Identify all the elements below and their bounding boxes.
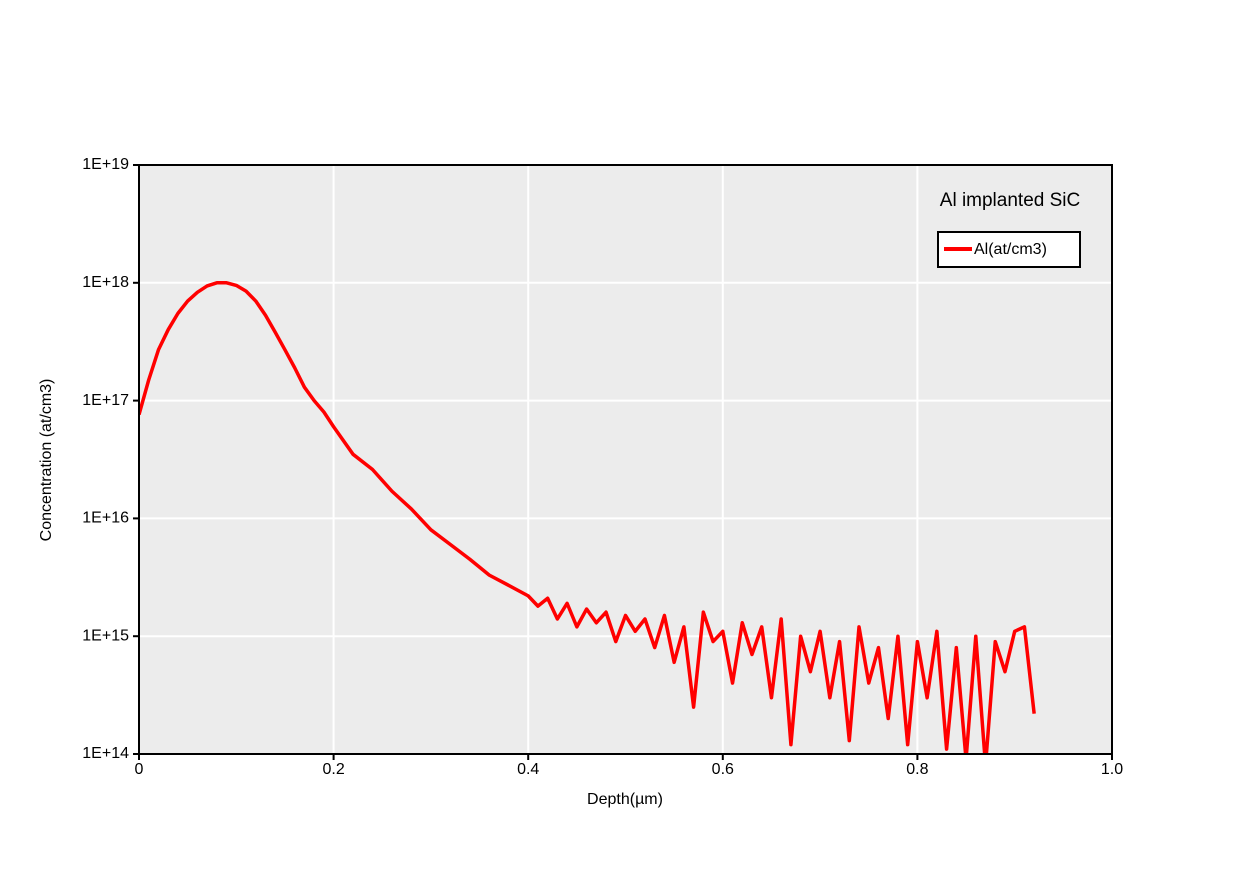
y-tick-label: 1E+15 [82, 627, 129, 644]
x-axis-label: Depth(µm) [587, 791, 663, 808]
x-tick-label: 0.2 [322, 761, 344, 778]
y-tick-label: 1E+16 [82, 510, 129, 527]
y-tick-label: 1E+14 [82, 745, 129, 762]
y-tick-label: 1E+18 [82, 274, 129, 291]
x-tick-label: 1.0 [1101, 761, 1123, 778]
plot-frame [138, 164, 1113, 755]
x-tick-label: 0 [135, 761, 144, 778]
y-tick-label: 1E+19 [82, 156, 129, 173]
y-tick-label: 1E+17 [82, 392, 129, 409]
legend-title: Al implanted SiC [940, 190, 1080, 211]
legend-label: Al(at/cm3) [974, 241, 1047, 258]
y-axis-label: Concentration (at/cm3) [38, 379, 55, 542]
x-tick-label: 0.4 [517, 761, 539, 778]
x-tick-label: 0.6 [712, 761, 734, 778]
data-line [139, 281, 1036, 754]
x-tick-label: 0.8 [906, 761, 928, 778]
